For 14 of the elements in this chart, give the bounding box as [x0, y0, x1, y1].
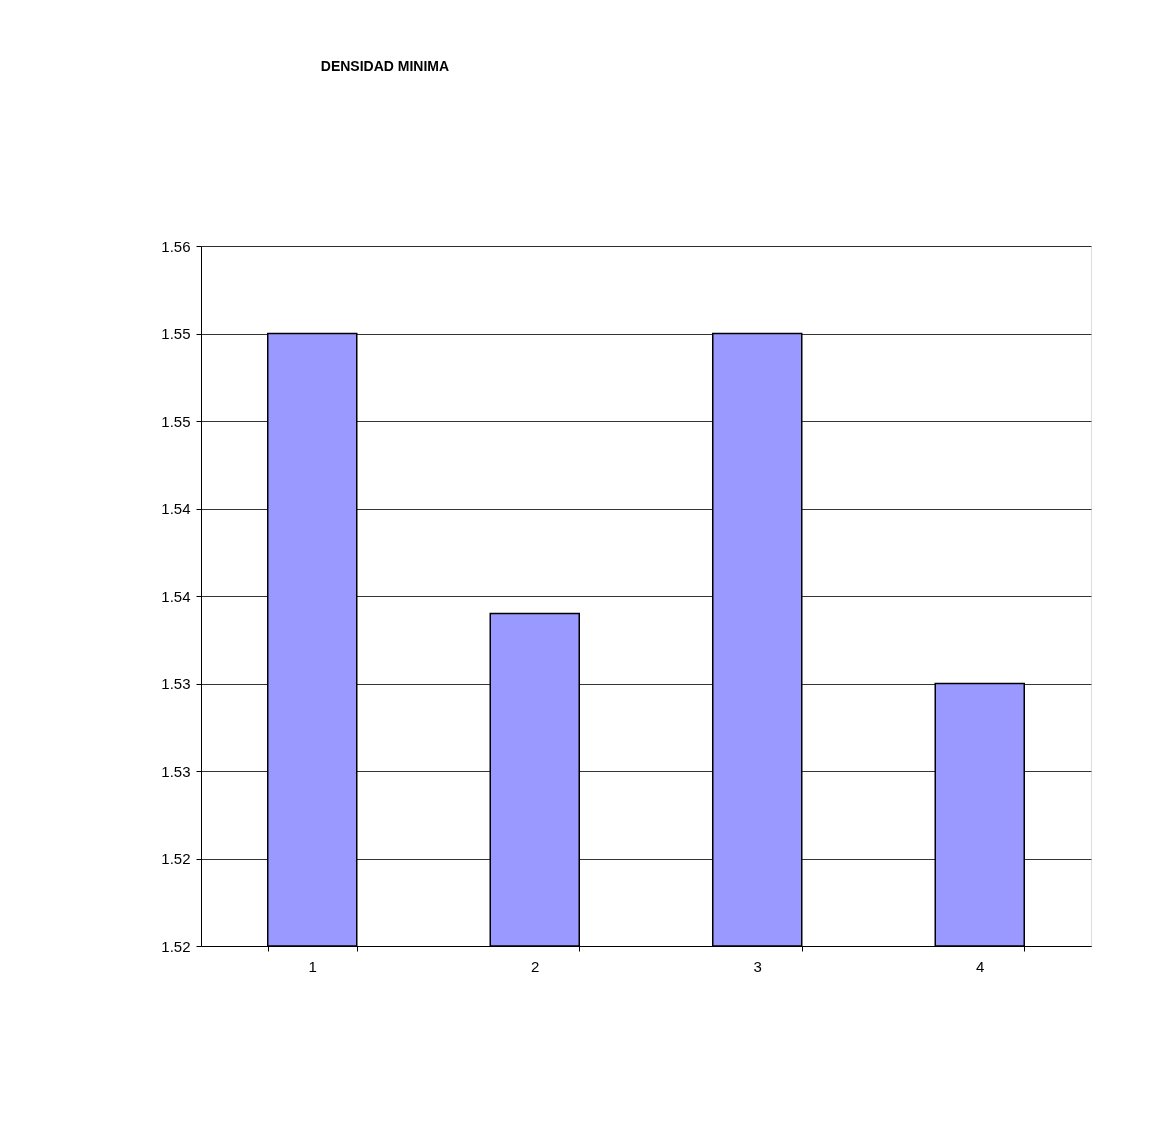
y-tick-label: 1.54 — [161, 587, 191, 605]
y-tick-label: 1.54 — [161, 500, 191, 517]
y-tick-label: 1.52 — [161, 937, 191, 955]
y-tick-label: 1.56 — [161, 237, 191, 255]
y-tick-label: 1.53 — [161, 762, 191, 780]
y-tick-label: 1.55 — [161, 412, 191, 430]
chart-title: DENSIDAD MINIMA — [320, 58, 450, 74]
x-tick-label: 3 — [753, 957, 762, 975]
x-tick-label: 4 — [976, 957, 985, 975]
y-tick-label: 1.52 — [161, 850, 191, 867]
x-tick-label: 1 — [308, 957, 317, 975]
y-tick-label: 1.53 — [161, 675, 191, 692]
y-tick-label: 1.55 — [161, 325, 191, 342]
x-tick-label: 2 — [531, 957, 540, 975]
